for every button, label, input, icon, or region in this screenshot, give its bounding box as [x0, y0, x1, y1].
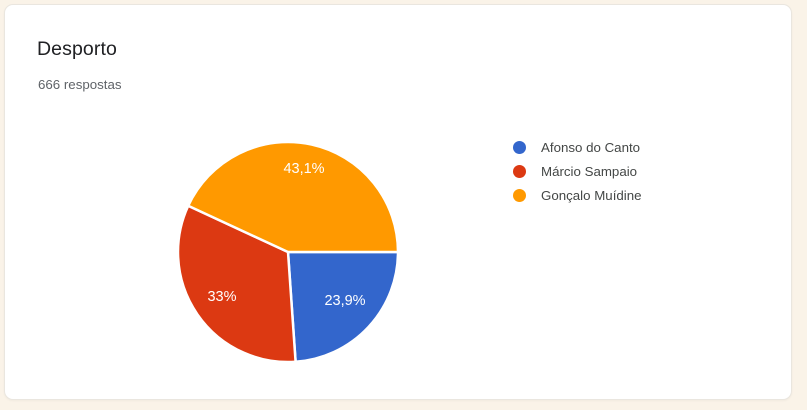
legend-color-swatch-icon: [513, 141, 526, 154]
pie-slice-value-label: 33%: [207, 289, 236, 305]
pie-chart-svg: 23,9% 33% 43,1%: [176, 140, 400, 364]
page-title: Desporto: [37, 38, 117, 60]
question-summary-card: Desporto 666 respostas 23,9% 33% 43,1% Afo…: [4, 4, 792, 400]
legend-item-label: Afonso do Canto: [541, 139, 641, 155]
legend-color-swatch-icon: [513, 165, 526, 178]
pie-chart: 23,9% 33% 43,1%: [5, 5, 793, 401]
legend-item[interactable]: Márcio Sampaio: [513, 160, 753, 183]
response-count-label: 666 respostas: [38, 77, 122, 92]
pie-slice[interactable]: [286, 250, 400, 364]
legend-item-label: Gonçalo Muídine: [541, 187, 642, 203]
pie-slice[interactable]: [176, 204, 297, 364]
pie-slice[interactable]: [186, 140, 400, 254]
legend-color-swatch-icon: [513, 189, 526, 202]
legend-item[interactable]: Gonçalo Muídine: [513, 184, 753, 207]
legend-item[interactable]: Afonso do Canto: [513, 136, 753, 159]
chart-legend: Afonso do Canto Márcio Sampaio Gonçalo Muí…: [513, 136, 753, 208]
legend-item-label: Márcio Sampaio: [541, 163, 638, 179]
pie-slice-value-label: 43,1%: [283, 161, 324, 177]
pie-slice-value-label: 23,9%: [324, 293, 365, 309]
